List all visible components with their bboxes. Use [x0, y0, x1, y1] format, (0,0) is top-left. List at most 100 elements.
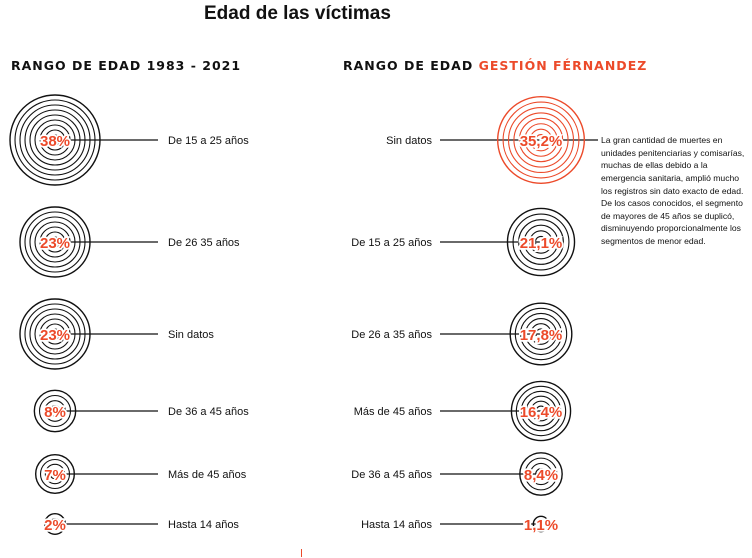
ring [14, 99, 96, 181]
ring [44, 400, 66, 422]
right-value-label: 8,4% [524, 467, 558, 484]
ring [518, 117, 564, 163]
ring [34, 221, 76, 263]
right-circle-4 [519, 452, 563, 496]
left-circle-5 [43, 512, 67, 536]
ring [43, 512, 67, 536]
ring [29, 114, 81, 166]
ring [33, 389, 77, 433]
ring [524, 123, 558, 157]
annotation-text: La gran cantidad de muertes en unidades … [601, 135, 745, 246]
right-value-label: 35,2% [520, 133, 563, 150]
ring [512, 213, 570, 271]
ring [525, 395, 557, 427]
left-category-label: De 15 a 25 años [168, 135, 249, 147]
ring [49, 134, 61, 146]
ring [44, 463, 66, 485]
ring [24, 109, 86, 171]
right-circle-3 [510, 380, 572, 442]
ring [38, 394, 72, 428]
ring [29, 308, 81, 360]
bottom-tick-mark [301, 549, 302, 557]
right-category-label: De 15 a 25 años [351, 237, 432, 249]
ring [535, 405, 547, 417]
ring [515, 385, 567, 437]
ring [514, 307, 568, 361]
ring [506, 207, 576, 277]
ring [509, 302, 573, 366]
left-category-label: De 36 a 45 años [168, 406, 249, 418]
ring [529, 462, 553, 486]
ring [535, 328, 547, 340]
right-value-label: 1,1% [524, 517, 558, 534]
left-circle-0 [9, 94, 101, 186]
right-header-accent: GESTIÓN FÉRNANDEZ [478, 58, 648, 73]
ring [44, 129, 66, 151]
ring [44, 323, 66, 345]
ring [34, 313, 76, 355]
ring [9, 94, 101, 186]
ring [530, 323, 552, 345]
ring [19, 298, 91, 370]
left-value-label: 8% [44, 404, 66, 421]
right-circle-5 [532, 515, 550, 533]
ring [502, 101, 580, 179]
ring [24, 303, 86, 365]
left-value-label: 2% [44, 517, 66, 534]
right-category-label: Más de 45 años [354, 406, 433, 418]
ring [519, 312, 563, 356]
ring [519, 452, 563, 496]
left-circle-1 [19, 206, 91, 278]
right-value-label: 17,8% [520, 327, 563, 344]
ring [39, 124, 71, 156]
ring [49, 328, 61, 340]
ring [34, 453, 76, 495]
ring [513, 112, 569, 168]
ring [530, 400, 552, 422]
left-value-label: 23% [40, 235, 70, 252]
ring [532, 515, 550, 533]
right-category-label: Sin datos [386, 135, 432, 147]
chart-title: Edad de las víctimas [204, 3, 391, 24]
ring [39, 318, 71, 350]
right-category-label: De 36 a 45 años [351, 469, 432, 481]
left-value-label: 7% [44, 467, 66, 484]
left-category-label: De 26 35 años [168, 237, 240, 249]
left-value-label: 23% [40, 327, 70, 344]
ring [510, 380, 572, 442]
right-value-label: 16,4% [520, 404, 563, 421]
ring [24, 211, 86, 273]
right-column-header: RANGO DE EDAD GESTIÓN FÉRNANDEZ [343, 58, 647, 73]
ring [49, 405, 61, 417]
left-category-label: Hasta 14 años [168, 519, 239, 531]
ring [525, 318, 557, 350]
right-category-label: Hasta 14 años [361, 519, 432, 531]
left-category-label: Sin datos [168, 329, 214, 341]
ring [518, 219, 564, 265]
ring [520, 390, 562, 432]
ring [496, 95, 586, 185]
ring [49, 236, 61, 248]
ring [535, 134, 547, 146]
ring [523, 224, 559, 260]
ring [49, 518, 61, 530]
ring [507, 106, 575, 174]
right-circle-1 [506, 207, 576, 277]
right-category-label: De 26 a 35 años [351, 329, 432, 341]
ring [535, 468, 547, 480]
right-circle-2 [509, 302, 573, 366]
ring [29, 216, 81, 268]
ring [39, 458, 71, 490]
left-value-label: 38% [40, 133, 70, 150]
ring [524, 457, 558, 491]
ring [19, 206, 91, 278]
left-column-header: RANGO DE EDAD 1983 - 2021 [11, 58, 242, 73]
right-value-label: 21,1% [520, 235, 563, 252]
left-circle-2 [19, 298, 91, 370]
ring [534, 235, 548, 249]
ring [529, 230, 553, 254]
ring [39, 226, 71, 258]
ring [34, 119, 76, 161]
ring [19, 104, 91, 176]
